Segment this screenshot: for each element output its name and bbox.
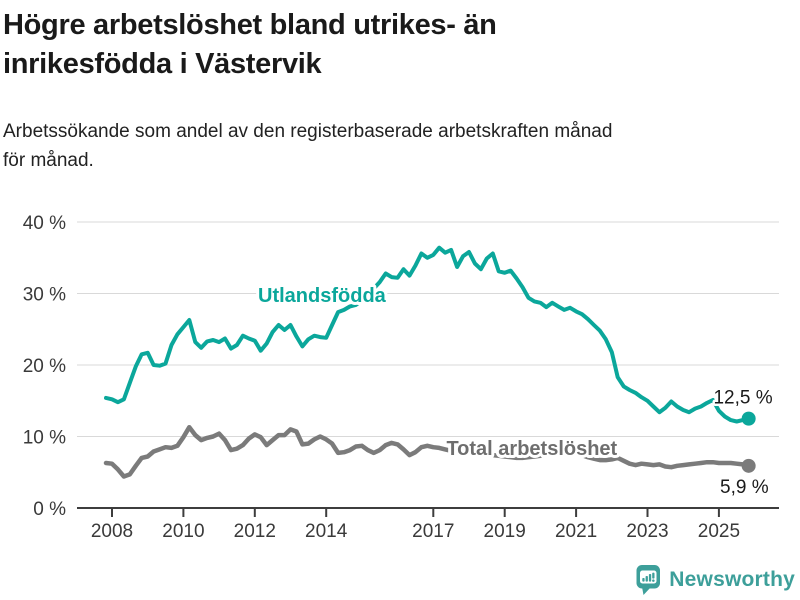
- x-axis-label-2008: 2008: [91, 521, 133, 542]
- y-axis-label-0: 0 %: [33, 499, 66, 520]
- newsworthy-logo-text: Newsworthy: [669, 568, 795, 591]
- newsworthy-logo: Newsworthy: [636, 564, 795, 596]
- y-axis-label-40: 40 %: [23, 213, 66, 234]
- end-dot-utlandsfodda: [741, 411, 756, 426]
- series-label-total: Total arbetslöshet: [446, 438, 617, 460]
- x-axis-label-2025: 2025: [698, 521, 740, 542]
- chart-subtitle: Arbetssökande som andel av den registerb…: [3, 117, 612, 175]
- x-axis-label-2012: 2012: [234, 521, 276, 542]
- x-axis-label-2021: 2021: [555, 521, 597, 542]
- x-axis-label-2017: 2017: [412, 521, 454, 542]
- x-axis-label-2019: 2019: [484, 521, 526, 542]
- x-axis-label-2010: 2010: [162, 521, 204, 542]
- y-axis-label-20: 20 %: [23, 356, 66, 377]
- newsworthy-logo-icon: [636, 565, 661, 595]
- subtitle-line2: för månad.: [3, 150, 94, 171]
- series-line-total: [103, 424, 751, 479]
- chart-header: Högre arbetslöshet bland utrikes- än inr…: [3, 6, 497, 84]
- page-title-line1: Högre arbetslöshet bland utrikes- än: [3, 9, 497, 41]
- subtitle-line1: Arbetssökande som andel av den registerb…: [3, 121, 613, 142]
- series-line-utlandsfodda: [104, 245, 751, 424]
- end-value-utlandsfodda: 12,5 %: [713, 388, 772, 409]
- end-value-total: 5,9 %: [720, 477, 769, 498]
- y-axis-label-30: 30 %: [23, 285, 66, 306]
- x-axis-label-2023: 2023: [626, 521, 668, 542]
- y-axis-label-10: 10 %: [23, 428, 66, 449]
- page-title-line2: inrikesfödda i Västervik: [3, 48, 322, 80]
- series-label-utlandsfodda: Utlandsfödda: [258, 285, 387, 307]
- x-axis-label-2014: 2014: [305, 521, 348, 542]
- end-dot-total: [741, 458, 756, 473]
